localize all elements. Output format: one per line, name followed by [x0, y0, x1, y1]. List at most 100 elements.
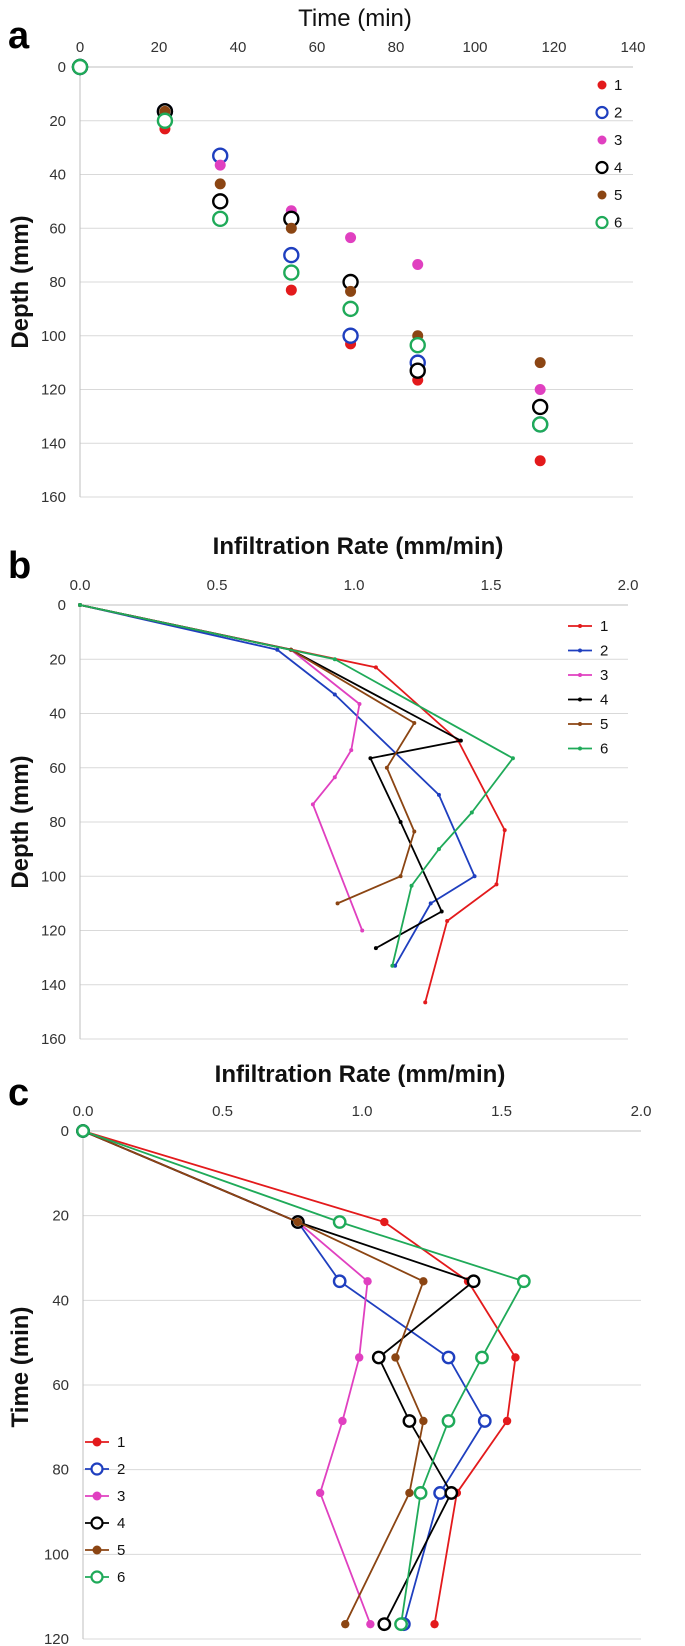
legend-label: 3: [600, 667, 608, 684]
series-5-point: [391, 1353, 400, 1362]
series-3-point: [349, 748, 354, 753]
series-1-point: [285, 284, 297, 296]
series-6-point: [516, 1274, 531, 1289]
legend-label: 6: [117, 1569, 125, 1586]
series-2-point: [393, 963, 398, 968]
x-tick-label: 60: [309, 39, 326, 56]
panel-a-x-axis-title: Time (min): [298, 5, 412, 32]
panel-b-y-axis-title: Depth (mm): [7, 755, 34, 888]
series-3-point: [366, 1619, 375, 1629]
y-tick-label: 60: [49, 760, 66, 777]
x-tick-label: 0.0: [70, 577, 91, 594]
y-tick-label: 20: [49, 113, 66, 130]
legend-label: 4: [600, 692, 608, 709]
legend-label: 5: [614, 187, 622, 204]
y-tick-label: 80: [49, 814, 66, 831]
series-2-point: [477, 1414, 492, 1428]
legend-swatch-marker: [92, 1545, 102, 1555]
series-6-point: [156, 112, 174, 129]
legend-swatch-marker: [90, 1516, 104, 1530]
series-1-point: [534, 455, 546, 467]
legend-swatch-marker: [92, 1437, 102, 1447]
series-4-point: [212, 193, 229, 210]
series-4-point: [458, 738, 463, 743]
series-6-point: [409, 883, 414, 888]
y-tick-label: 0: [58, 59, 66, 76]
legend-swatch-marker: [578, 697, 582, 702]
legend-label: 4: [614, 160, 622, 177]
series-5-point: [341, 1619, 350, 1629]
legend-label: 2: [117, 1461, 125, 1478]
series-6-point: [394, 1617, 408, 1632]
series-1-point: [511, 1353, 520, 1362]
legend-swatch-marker: [90, 1570, 104, 1584]
series-6-point: [409, 336, 426, 354]
y-tick-label: 120: [41, 382, 66, 399]
series-6-point: [332, 657, 337, 662]
series-2-point: [342, 327, 359, 344]
legend-label: 6: [600, 741, 608, 758]
series-4-point: [402, 1414, 417, 1428]
series-5-point: [398, 874, 403, 879]
legend-label: 3: [614, 132, 622, 149]
series-2-point: [436, 792, 441, 797]
x-tick-label: 0.5: [212, 1103, 233, 1120]
series-6-point: [436, 847, 441, 852]
series-6-point: [71, 58, 89, 76]
legend-label: 1: [117, 1434, 125, 1451]
x-tick-label: 1.5: [491, 1103, 512, 1120]
panel-c-x-axis-title: Infiltration Rate (mm/min): [215, 1061, 506, 1088]
x-tick-label: 0: [76, 39, 84, 56]
series-6-point: [413, 1486, 428, 1500]
series-5-point: [384, 765, 389, 770]
series-4-point: [371, 1350, 386, 1365]
legend-swatch-marker: [578, 673, 582, 677]
y-tick-label: 60: [49, 220, 66, 237]
y-tick-label: 60: [52, 1377, 69, 1394]
series-6-point: [212, 210, 229, 228]
series-6-point: [441, 1414, 456, 1428]
x-tick-label: 1.5: [481, 577, 502, 594]
legend-swatch-marker: [578, 722, 582, 726]
series-3-point: [363, 1277, 372, 1286]
y-tick-label: 40: [52, 1292, 69, 1309]
series-6-point: [390, 963, 395, 968]
series-1-point: [373, 665, 378, 670]
series-6-point: [332, 1215, 347, 1229]
series-6-point: [283, 264, 300, 281]
panel-a-letter: a: [8, 15, 30, 57]
series-5-point: [285, 222, 297, 234]
series-3-point: [357, 702, 362, 707]
series-1-point: [423, 1000, 428, 1005]
series-3-point: [315, 1488, 325, 1498]
x-tick-label: 80: [388, 39, 405, 56]
series-2-point: [441, 1350, 456, 1365]
series-2-point: [283, 246, 300, 264]
series-4-point: [377, 1617, 392, 1632]
series-6-point: [78, 603, 82, 607]
series-4-point: [368, 756, 373, 761]
y-tick-label: 20: [49, 651, 66, 668]
legend-label: 1: [614, 77, 622, 94]
series-1-point: [445, 919, 450, 924]
series-3-point: [355, 1353, 364, 1362]
y-tick-label: 100: [41, 328, 66, 345]
series-4-point: [398, 820, 403, 824]
panel-a-y-axis-title: Depth (mm): [7, 215, 34, 348]
y-tick-label: 160: [41, 489, 66, 506]
legend-swatch-marker: [595, 215, 609, 230]
series-6-point: [342, 300, 359, 318]
series-3-point: [534, 384, 546, 395]
y-tick-label: 100: [41, 868, 66, 885]
legend-label: 6: [614, 215, 622, 232]
series-6-point: [531, 416, 549, 433]
panel-a-chart: a Time (min) Depth (mm) 0204060801001201…: [7, 5, 646, 506]
legend-swatch-marker: [597, 135, 607, 145]
x-tick-label: 1.0: [344, 577, 365, 594]
series-2-point: [332, 1274, 347, 1289]
panel-c-chart: c Infiltration Rate (mm/min) Time (min) …: [7, 1061, 651, 1646]
series-5-point: [419, 1416, 428, 1426]
y-tick-label: 0: [61, 1123, 69, 1140]
y-tick-label: 20: [52, 1208, 69, 1225]
